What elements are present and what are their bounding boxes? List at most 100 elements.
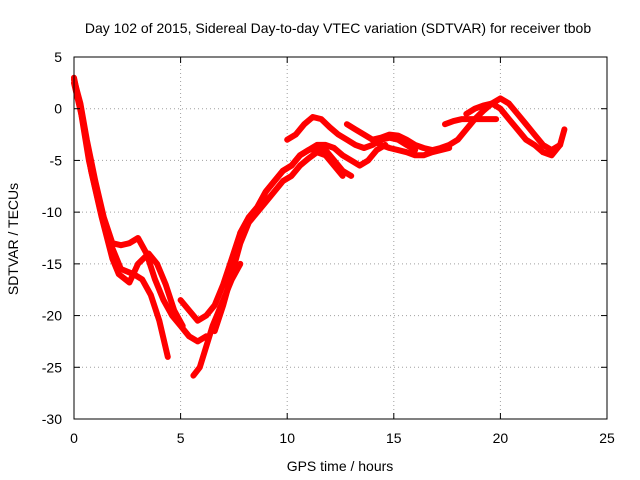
data-point: [323, 142, 328, 148]
data-point: [327, 125, 333, 130]
data-point: [438, 145, 443, 151]
data-point: [127, 240, 132, 246]
data-point: [161, 297, 166, 303]
data-point: [395, 147, 401, 153]
x-tick-label: 10: [279, 430, 295, 446]
y-tick-label: -30: [42, 411, 62, 427]
data-point: [272, 189, 277, 194]
data-point: [272, 178, 277, 184]
data-point: [387, 145, 392, 151]
x-tick-label: 20: [493, 430, 509, 446]
tick-layer: 0 5 10 15 20 25 -30 -25 -20 -15 -10 -5 0 5: [42, 49, 615, 446]
data-point: [101, 215, 107, 220]
data-point: [515, 127, 520, 132]
data-point: [263, 189, 269, 194]
series-line-1: [71, 74, 171, 360]
data-point: [178, 297, 183, 303]
data-point: [493, 116, 499, 122]
data-point: [404, 149, 409, 155]
data-point: [562, 127, 567, 132]
data-point: [387, 132, 392, 137]
data-point: [481, 103, 486, 108]
data-point: [314, 149, 320, 155]
series-line-6: [211, 149, 346, 335]
y-tick-label: -15: [42, 256, 62, 272]
data-point: [459, 116, 465, 122]
data-point: [285, 137, 290, 142]
data-point: [127, 280, 132, 285]
x-tick-label: 5: [177, 430, 185, 446]
data-point: [464, 127, 469, 132]
data-point: [412, 142, 418, 148]
series-layer: [71, 74, 568, 379]
data-point: [421, 153, 426, 158]
data-point: [476, 116, 482, 122]
y-tick-label: -10: [42, 204, 62, 220]
data-point: [186, 334, 192, 339]
data-point: [429, 147, 435, 153]
data-point: [118, 243, 124, 248]
data-point: [289, 173, 294, 179]
data-point: [464, 111, 469, 117]
data-point: [110, 240, 115, 246]
data-point: [154, 261, 160, 267]
plot-frame: [73, 56, 608, 420]
data-point: [412, 147, 418, 153]
data-point: [297, 153, 303, 158]
data-point: [238, 240, 243, 246]
data-point: [280, 168, 286, 173]
y-tick-label: 5: [54, 49, 62, 65]
data-point: [348, 173, 354, 179]
x-tick-label: 0: [70, 430, 78, 446]
data-point: [323, 153, 328, 158]
data-point: [506, 116, 512, 122]
data-point: [178, 323, 183, 329]
data-point: [221, 303, 226, 308]
series-line-5: [177, 145, 355, 324]
data-point: [353, 142, 358, 148]
data-point: [157, 318, 162, 323]
y-tick-label: -20: [42, 308, 62, 324]
series-line-3: [71, 76, 210, 345]
data-point: [297, 163, 303, 168]
y-tick-label: 0: [54, 101, 62, 117]
data-point: [366, 158, 371, 163]
data-point: [293, 132, 298, 137]
data-point: [212, 303, 217, 308]
data-point: [557, 142, 563, 148]
data-point: [93, 178, 98, 184]
data-point: [78, 101, 83, 106]
data-point: [549, 153, 554, 158]
data-point: [395, 133, 401, 138]
data-point: [306, 156, 311, 161]
data-point: [378, 142, 384, 148]
data-point: [340, 173, 345, 179]
data-point: [357, 163, 362, 168]
data-point: [481, 108, 486, 113]
data-point: [116, 272, 121, 277]
chart-title: Day 102 of 2015, Sidereal Day-to-day VTE…: [85, 20, 592, 36]
data-point: [302, 122, 307, 127]
data-point: [506, 101, 512, 106]
data-point: [451, 118, 456, 124]
data-point: [306, 147, 311, 153]
data-point: [310, 114, 315, 120]
data-point: [314, 142, 320, 148]
data-point: [540, 142, 546, 148]
data-point: [340, 153, 345, 158]
data-point: [144, 251, 149, 256]
x-axis-label: GPS time / hours: [287, 458, 394, 474]
data-point: [203, 313, 209, 318]
data-point: [532, 132, 537, 137]
x-tick-label: 15: [386, 430, 402, 446]
data-point: [455, 137, 460, 142]
data-point: [191, 373, 196, 378]
data-point: [344, 137, 350, 142]
data-point: [169, 313, 175, 318]
data-point: [489, 101, 495, 106]
data-point: [212, 328, 217, 334]
data-point: [135, 235, 141, 241]
data-point: [331, 163, 337, 168]
data-point: [348, 158, 354, 163]
